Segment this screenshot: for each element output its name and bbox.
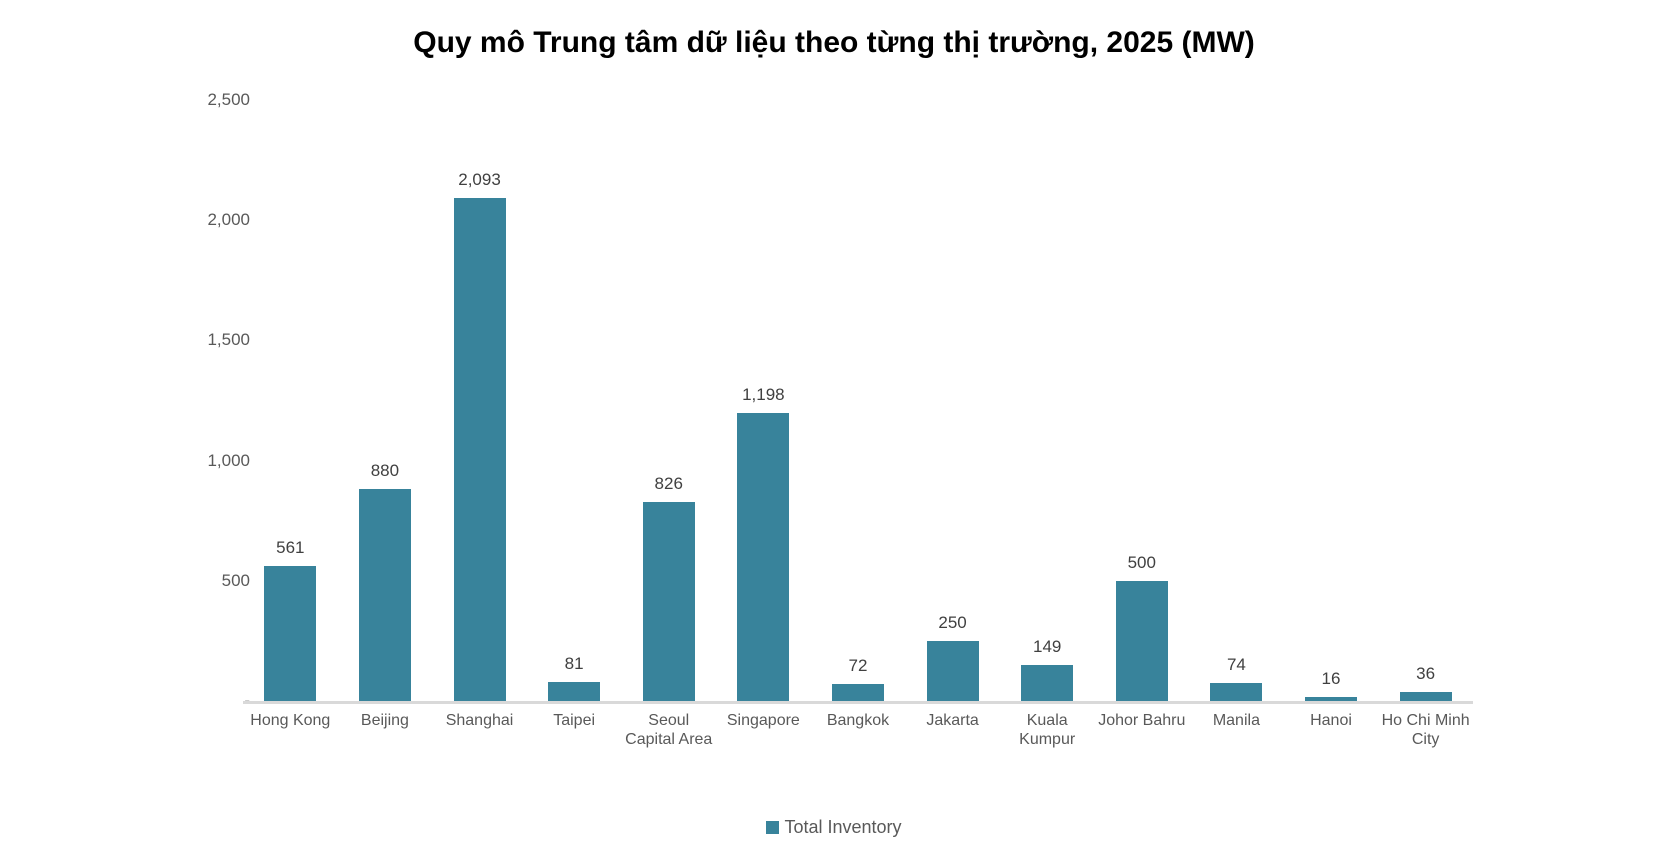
- y-tick-label: 2,000: [207, 210, 250, 230]
- bar: [831, 683, 884, 701]
- bar-column: 72: [811, 100, 906, 701]
- x-category-label: Ho Chi Minh City: [1381, 712, 1470, 748]
- bar-value-label: 74: [1226, 655, 1246, 675]
- legend-swatch-icon: [766, 820, 780, 834]
- y-tick-label: 1,000: [207, 450, 250, 470]
- x-category-label: Hong Kong: [250, 712, 331, 729]
- x-category-label: Beijing: [360, 712, 409, 729]
- x-category-label: Kuala Kumpur: [1019, 712, 1076, 748]
- legend-label: Total Inventory: [784, 817, 902, 837]
- bar-value-label: 250: [938, 612, 967, 632]
- bar-value-label: 2,093: [458, 169, 501, 189]
- bar-value-label: 16: [1321, 669, 1341, 689]
- bar-column: 2,093: [432, 100, 527, 701]
- bar: [642, 502, 695, 701]
- bar: [1021, 665, 1074, 701]
- x-category-label: Shanghai: [445, 712, 514, 729]
- bar-value-label: 36: [1416, 664, 1436, 684]
- bar-column: 826: [621, 100, 716, 701]
- x-category-label: Jakarta: [926, 712, 979, 729]
- x-axis-line: [243, 701, 1473, 704]
- bar-column: 561: [243, 100, 338, 701]
- bar-column: 149: [1000, 100, 1095, 701]
- y-tick-label: 2,500: [207, 90, 250, 109]
- chart-title: Quy mô Trung tâm dữ liệu theo từng thị t…: [413, 26, 1255, 59]
- x-axis-labels: Hong Kong Beijing Shanghai Taipei Seoul Capi…: [243, 711, 1473, 749]
- bar-value-label: 500: [1127, 552, 1156, 572]
- x-category-label: Bangkok: [826, 712, 890, 729]
- x-category-label: Manila: [1212, 712, 1260, 729]
- y-tick-label: -: [150, 691, 276, 711]
- bar-column: 1,198: [716, 100, 811, 701]
- bar: [1399, 692, 1452, 701]
- bar: [358, 489, 411, 701]
- bar: [926, 640, 979, 701]
- bar: [1305, 697, 1357, 701]
- bar-value-label: 1,198: [742, 385, 785, 405]
- x-category-label: Singapore: [726, 712, 800, 729]
- bar-column: 250: [905, 100, 1000, 701]
- bar-value-label: 81: [564, 653, 584, 673]
- x-category-label: Johor Bahru: [1098, 712, 1186, 729]
- bar-column: 16: [1284, 100, 1379, 701]
- bar-value-label: 149: [1032, 637, 1062, 657]
- bar: [548, 681, 601, 701]
- x-category-label: Seoul Capital Area: [625, 712, 713, 748]
- bar: [737, 413, 790, 701]
- bar-column: 36: [1378, 100, 1473, 701]
- bar: [264, 566, 317, 701]
- bar: [1210, 683, 1263, 701]
- bar-value-label: 826: [654, 474, 683, 494]
- y-tick-label: 500: [221, 570, 250, 590]
- plot-area: 561 880 2,093 81 826 1,198 72 250 149 500 74 16 36: [243, 100, 1473, 701]
- bar-value-label: 880: [370, 461, 400, 481]
- bar-column: 74: [1189, 100, 1284, 701]
- x-category-label: Taipei: [553, 712, 596, 729]
- bar: [453, 197, 506, 701]
- y-tick-label: 1,500: [207, 330, 250, 350]
- bar: [1115, 580, 1168, 701]
- bar-column: 81: [527, 100, 622, 701]
- legend: Total Inventory: [195, 817, 1473, 837]
- x-category-label: Hanoi: [1310, 712, 1352, 729]
- bar-value-label: 72: [848, 655, 868, 675]
- bar-column: 880: [338, 100, 433, 701]
- bar-value-label: 561: [276, 538, 305, 558]
- bar-column: 500: [1094, 100, 1189, 701]
